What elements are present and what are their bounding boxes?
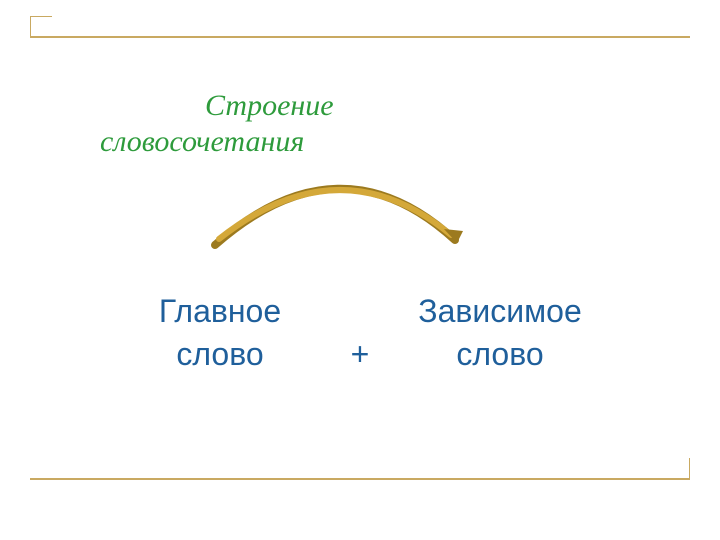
arc-inner [219,190,451,239]
dependent-word-line2: слово [400,333,600,376]
main-word-line1: Главное [120,290,320,333]
title-line-1: Строение [100,88,480,124]
corner-top-left [30,16,52,38]
dependent-word-line1: Зависимое [400,290,600,333]
main-word-column: Главное слово [120,290,320,376]
arc-arrowhead [444,229,463,243]
slide-title: Строение словосочетания [100,88,480,160]
corner-bottom-right [668,458,690,480]
plus-sign: + [320,336,400,376]
rule-bottom [30,478,690,480]
dependency-arc [195,165,485,285]
main-word-line2: слово [120,333,320,376]
rule-top [30,36,690,38]
words-row: Главное слово + Зависимое слово [0,290,720,376]
dependent-word-column: Зависимое слово [400,290,600,376]
title-line-2: словосочетания [100,124,480,160]
arc-outer [215,189,455,245]
